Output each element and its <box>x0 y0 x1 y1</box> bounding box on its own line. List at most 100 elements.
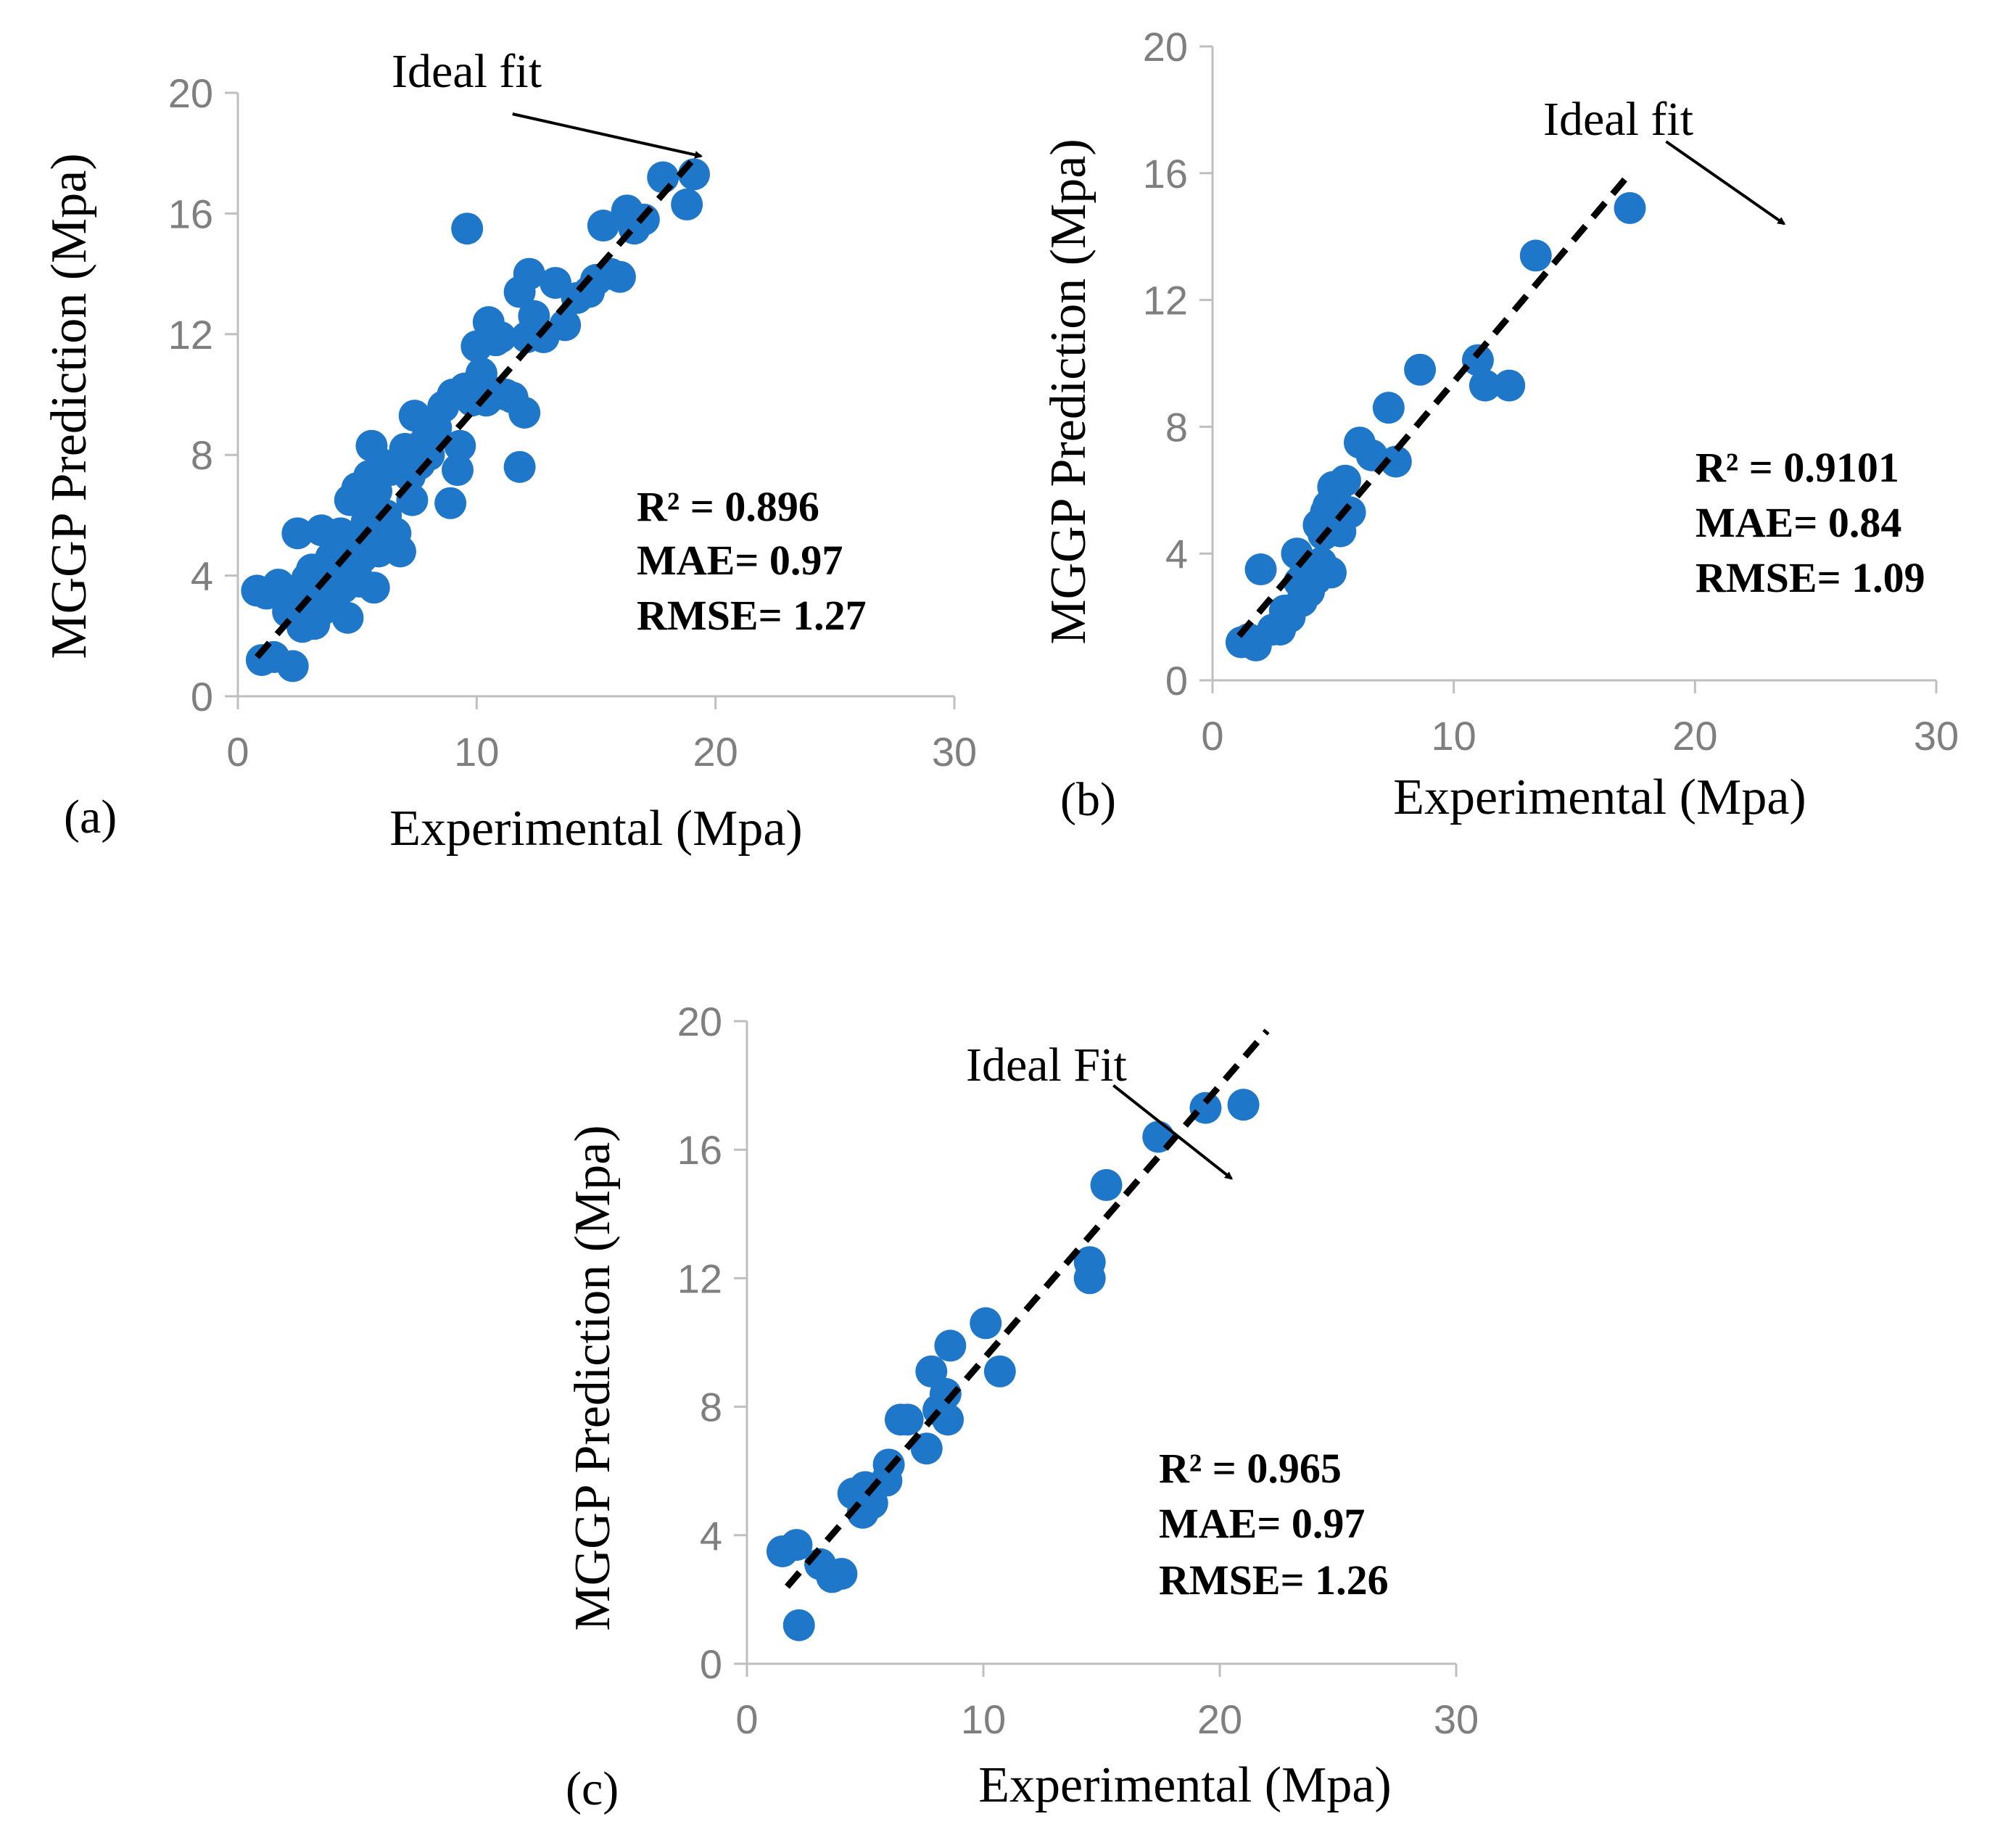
data-point <box>1244 553 1277 586</box>
x-tick-label: 10 <box>454 729 499 775</box>
y-tick-label: 4 <box>700 1513 722 1559</box>
ideal-fit-line <box>1236 174 1630 638</box>
stat-mae: MAE= 0.97 <box>637 537 843 584</box>
data-point <box>484 321 517 353</box>
x-axis-ticks: 0 10 20 30 <box>1201 680 1959 759</box>
data-point <box>932 1403 965 1436</box>
x-axis-title: Experimental (Mpa) <box>978 1757 1392 1813</box>
x-tick-label: 10 <box>961 1696 1006 1742</box>
scatter-points <box>1225 191 1646 661</box>
stat-r2: R² = 0.9101 <box>1695 444 1899 491</box>
y-tick-label: 8 <box>700 1385 722 1430</box>
data-point <box>1614 191 1646 224</box>
y-tick-label: 8 <box>1165 404 1188 450</box>
ideal-fit-arrow <box>512 112 703 159</box>
x-tick-label: 30 <box>1914 713 1959 759</box>
r2-value: ² = 0.9101 <box>1726 444 1899 491</box>
data-point <box>508 396 541 429</box>
data-point <box>434 487 467 519</box>
x-tick-label: 0 <box>1201 713 1223 759</box>
y-axis-ticks: 0 4 8 12 16 20 <box>168 70 238 719</box>
data-point <box>1461 344 1494 376</box>
y-tick-label: 4 <box>191 553 213 599</box>
x-axis-ticks: 0 10 20 30 <box>735 1664 1479 1742</box>
data-point <box>782 1609 815 1641</box>
r2-label: R <box>1159 1445 1190 1492</box>
y-tick-label: 0 <box>1165 658 1188 704</box>
x-tick-label: 20 <box>693 729 738 775</box>
data-point <box>1315 556 1347 589</box>
y-tick-label: 0 <box>191 674 213 719</box>
ideal-fit-line <box>785 1028 1270 1589</box>
r2-value: ² = 0.896 <box>667 483 819 530</box>
y-tick-label: 8 <box>191 432 213 478</box>
y-tick-label: 12 <box>1143 278 1188 323</box>
panel-label: (b) <box>1060 773 1116 826</box>
data-point <box>1329 464 1361 497</box>
data-point <box>384 535 416 568</box>
y-tick-label: 20 <box>168 70 213 116</box>
y-tick-label: 12 <box>677 1255 722 1301</box>
data-point <box>513 257 545 290</box>
data-point <box>934 1329 967 1362</box>
data-point <box>1334 496 1366 529</box>
data-point <box>1090 1168 1123 1201</box>
data-point <box>1355 439 1388 471</box>
x-axis-title: Experimental (Mpa) <box>389 801 803 857</box>
y-tick-label: 12 <box>168 312 213 358</box>
data-point <box>671 188 703 220</box>
stat-rmse: RMSE= 1.09 <box>1695 554 1925 601</box>
y-axis-title: MGGP Prediction (Mpa) <box>1041 139 1096 644</box>
data-point <box>549 309 582 342</box>
stat-rmse: RMSE= 1.27 <box>637 592 867 639</box>
y-axis-ticks: 0 4 8 12 16 20 <box>677 999 747 1687</box>
y-tick-label: 0 <box>700 1641 722 1687</box>
x-tick-label: 0 <box>735 1696 758 1742</box>
ideal-fit-arrow <box>1112 1084 1234 1180</box>
data-point <box>503 450 536 483</box>
chart-panel-c: 0 4 8 12 16 20 0 10 20 30 Ideal Fit R² = 0.965 M… <box>565 999 1479 1815</box>
r2-label: R <box>637 483 668 530</box>
data-point <box>647 161 680 194</box>
y-tick-label: 16 <box>1143 151 1188 197</box>
r2-value: ² = 0.965 <box>1189 1445 1342 1492</box>
data-point <box>1493 369 1526 402</box>
data-point <box>444 429 476 462</box>
panel-label: (c) <box>566 1762 619 1815</box>
data-point <box>276 650 309 682</box>
y-axis-title: MGGP Prediction (Mpa) <box>565 1125 621 1630</box>
x-tick-label: 30 <box>1434 1696 1479 1742</box>
x-tick-label: 0 <box>226 729 249 775</box>
x-tick-label: 10 <box>1432 713 1476 759</box>
y-tick-label: 16 <box>168 191 213 236</box>
stat-mae: MAE= 0.97 <box>1159 1500 1365 1547</box>
x-tick-label: 30 <box>932 729 977 775</box>
stat-r2: R² = 0.965 <box>1159 1445 1342 1492</box>
data-point <box>983 1355 1016 1387</box>
ideal-fit-label: Ideal Fit <box>966 1039 1127 1092</box>
x-axis-ticks: 0 10 20 30 <box>226 696 977 775</box>
data-point <box>441 454 474 486</box>
data-point <box>281 517 314 550</box>
stat-rmse: RMSE= 1.26 <box>1159 1556 1389 1604</box>
data-point <box>1469 369 1501 402</box>
data-point <box>1519 239 1552 272</box>
data-point <box>331 601 364 634</box>
data-point <box>451 213 484 245</box>
y-tick-label: 4 <box>1165 531 1188 577</box>
data-point <box>358 572 390 604</box>
panel-label: (a) <box>64 791 117 843</box>
r2-label: R <box>1695 444 1727 491</box>
y-tick-label: 20 <box>1143 24 1188 70</box>
y-tick-label: 16 <box>677 1127 722 1173</box>
x-axis-title: Experimental (Mpa) <box>1393 770 1806 825</box>
stat-mae: MAE= 0.84 <box>1695 499 1901 546</box>
data-point <box>970 1307 1002 1340</box>
data-point <box>1372 392 1405 424</box>
data-point <box>1227 1089 1260 1121</box>
y-axis-ticks: 0 4 8 12 16 20 <box>1143 24 1213 704</box>
ideal-fit-arrow <box>1665 140 1786 226</box>
ideal-fit-label: Ideal fit <box>392 45 542 98</box>
